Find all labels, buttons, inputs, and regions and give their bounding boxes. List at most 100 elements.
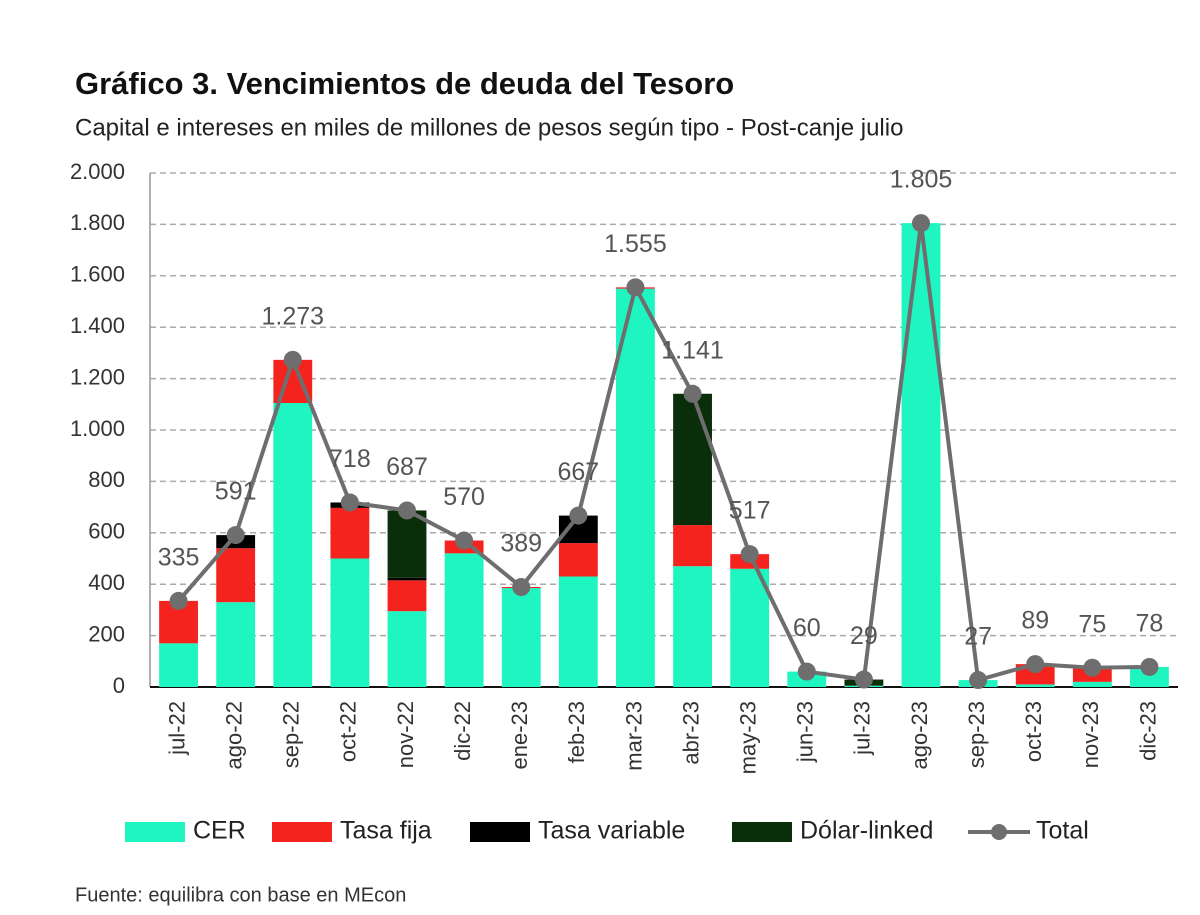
y-tick-label: 1.200 <box>70 364 125 389</box>
total-marker <box>569 506 588 525</box>
bar <box>673 393 712 526</box>
bar <box>1130 666 1169 687</box>
total-marker <box>398 501 416 520</box>
total-marker <box>626 278 645 297</box>
bar <box>1015 684 1055 687</box>
total-marker <box>740 545 759 564</box>
x-tick-label: sep-23 <box>964 701 989 768</box>
total-marker <box>1140 657 1159 676</box>
data-label: 570 <box>443 483 485 511</box>
total-marker <box>683 384 702 403</box>
legend-swatch <box>272 822 332 842</box>
bar <box>330 507 370 559</box>
data-label: 517 <box>729 497 771 525</box>
bar <box>1072 681 1112 687</box>
bar <box>1015 664 1055 685</box>
legend-swatch <box>470 822 530 842</box>
bar <box>616 288 655 687</box>
data-label: 389 <box>500 530 542 558</box>
y-tick-label: 1.000 <box>70 416 125 441</box>
x-tick-label: nov-22 <box>393 701 418 768</box>
bar <box>501 588 541 687</box>
data-label: 29 <box>850 622 878 650</box>
legend-label: Dólar-linked <box>800 817 933 845</box>
legend-swatch <box>991 824 1007 840</box>
data-label: 591 <box>215 478 257 506</box>
legend-label: CER <box>193 817 246 845</box>
x-tick-label: ene-23 <box>507 701 532 770</box>
data-label: 27 <box>964 623 992 651</box>
data-label: 1.805 <box>890 166 953 194</box>
bar <box>387 611 427 687</box>
bar <box>159 643 198 687</box>
data-label: 1.555 <box>604 230 667 258</box>
x-tick-label: oct-23 <box>1021 701 1046 762</box>
chart-subtitle: Capital e intereses en miles de millones… <box>75 114 903 141</box>
x-tick-label: jul-22 <box>164 701 189 756</box>
total-marker <box>340 493 359 512</box>
bar <box>216 548 256 603</box>
total-line <box>177 222 1150 683</box>
x-tick-label: jul-23 <box>850 701 875 756</box>
bar <box>444 553 484 687</box>
bar <box>558 576 598 687</box>
y-tick-label: 800 <box>88 467 125 492</box>
bar <box>330 558 370 687</box>
total-marker <box>912 214 930 233</box>
y-tick-label: 1.800 <box>70 210 125 235</box>
y-tick-label: 1.400 <box>70 313 125 338</box>
legend-label: Tasa variable <box>538 817 685 845</box>
y-tick-label: 200 <box>88 621 125 646</box>
x-tick-label: jun-23 <box>793 701 818 763</box>
chart-title: Gráfico 3. Vencimientos de deuda del Tes… <box>75 66 734 101</box>
total-marker <box>1026 655 1045 674</box>
bar <box>730 568 770 687</box>
legend-label: Total <box>1036 817 1089 845</box>
bar <box>673 525 712 567</box>
x-tick-label: may-23 <box>735 701 760 774</box>
x-tick-label: abr-23 <box>678 701 703 765</box>
legend-swatch <box>732 822 792 842</box>
bar <box>558 543 598 577</box>
x-tick-label: feb-23 <box>564 701 589 763</box>
bar <box>273 403 313 687</box>
data-label: 1.273 <box>261 302 324 330</box>
legend-label: Tasa fija <box>340 817 432 845</box>
total-marker <box>283 350 302 369</box>
source: Fuente: equilibra con base en MEcon <box>75 884 406 906</box>
total-marker <box>1083 658 1102 677</box>
x-tick-label: dic-23 <box>1135 701 1160 761</box>
total-marker <box>854 670 873 689</box>
data-label: 75 <box>1078 610 1106 638</box>
data-label: 1.141 <box>661 336 724 364</box>
bar <box>387 510 427 578</box>
data-label: 78 <box>1136 610 1164 638</box>
bar <box>387 580 427 612</box>
x-tick-label: sep-22 <box>279 701 304 768</box>
x-tick-label: oct-22 <box>336 701 361 762</box>
data-label: 667 <box>557 458 599 486</box>
y-tick-label: 400 <box>88 570 125 595</box>
x-tick-label: nov-23 <box>1078 701 1103 768</box>
total-marker <box>512 578 531 597</box>
total-marker <box>969 671 988 690</box>
bar <box>901 223 941 688</box>
bar <box>216 602 256 687</box>
bar <box>673 566 712 687</box>
data-label: 687 <box>386 453 428 481</box>
data-label: 335 <box>158 544 200 572</box>
data-label: 89 <box>1021 607 1049 635</box>
x-tick-label: dic-22 <box>450 701 475 761</box>
y-tick-label: 1.600 <box>70 262 125 287</box>
x-tick-label: ago-22 <box>221 701 246 770</box>
total-marker <box>455 531 474 550</box>
x-tick-label: ago-23 <box>907 701 932 770</box>
y-tick-label: 2.000 <box>70 159 125 184</box>
total-marker <box>226 526 245 545</box>
x-tick-label: mar-23 <box>621 701 646 771</box>
total-marker <box>797 662 816 681</box>
y-tick-label: 0 <box>113 673 125 698</box>
y-tick-label: 600 <box>88 519 125 544</box>
total-marker <box>169 591 188 610</box>
